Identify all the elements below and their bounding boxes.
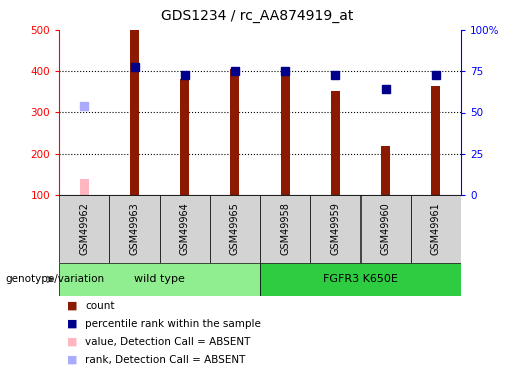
Text: value, Detection Call = ABSENT: value, Detection Call = ABSENT [85, 337, 250, 346]
Text: ■: ■ [67, 337, 77, 346]
Text: count: count [85, 301, 114, 310]
Bar [381, 146, 390, 195]
Text: GSM49962: GSM49962 [79, 202, 89, 255]
Text: GSM49965: GSM49965 [230, 202, 240, 255]
Text: percentile rank within the sample: percentile rank within the sample [85, 319, 261, 328]
Text: GSM49960: GSM49960 [381, 202, 390, 255]
Text: FGFR3 K650E: FGFR3 K650E [323, 274, 398, 284]
Bar [80, 178, 89, 195]
Text: ■: ■ [67, 301, 77, 310]
Text: GSM49963: GSM49963 [130, 202, 140, 255]
Text: GDS1234 / rc_AA874919_at: GDS1234 / rc_AA874919_at [161, 9, 354, 23]
Bar [360, 195, 410, 262]
Bar [310, 195, 360, 262]
Text: genotype/variation: genotype/variation [5, 274, 104, 284]
Bar [410, 195, 461, 262]
Bar [59, 262, 260, 296]
Text: GSM49958: GSM49958 [280, 202, 290, 255]
Text: GSM49961: GSM49961 [431, 202, 441, 255]
Bar [260, 195, 310, 262]
Bar [160, 195, 210, 262]
Text: wild type: wild type [134, 274, 185, 284]
Text: ■: ■ [67, 355, 77, 364]
Bar [59, 195, 109, 262]
Bar [331, 91, 340, 195]
Bar [130, 30, 139, 195]
Bar [260, 262, 461, 296]
Bar [210, 195, 260, 262]
Text: rank, Detection Call = ABSENT: rank, Detection Call = ABSENT [85, 355, 245, 364]
Text: ■: ■ [67, 319, 77, 328]
Bar [431, 86, 440, 195]
Bar [109, 195, 160, 262]
Bar [230, 69, 239, 195]
Bar [281, 71, 290, 195]
Text: GSM49964: GSM49964 [180, 202, 190, 255]
Text: GSM49959: GSM49959 [331, 202, 340, 255]
Bar [180, 80, 190, 195]
